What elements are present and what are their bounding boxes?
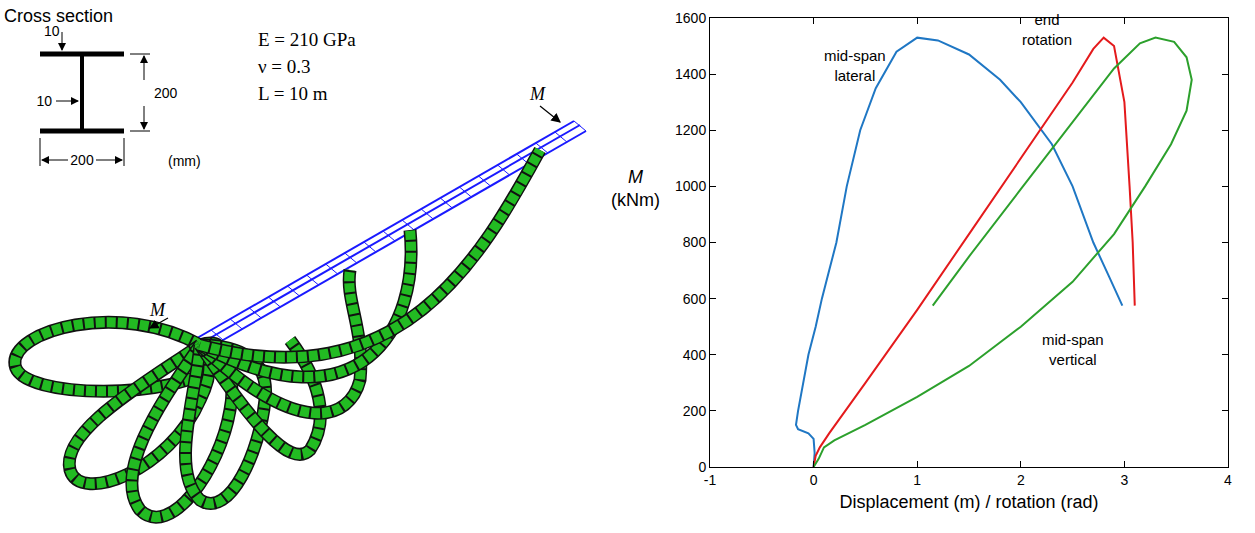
svg-text:1000: 1000 [675, 178, 706, 194]
svg-text:600: 600 [683, 291, 707, 307]
svg-text:M: M [529, 84, 546, 104]
svg-text:2: 2 [1017, 472, 1025, 488]
svg-text:mid-spanvertical: mid-spanvertical [1042, 331, 1104, 368]
svg-text:10: 10 [36, 93, 52, 109]
svg-text:Displacement (m) / rotation (r: Displacement (m) / rotation (rad) [839, 492, 1098, 512]
svg-text:400: 400 [683, 347, 707, 363]
svg-text:0: 0 [698, 459, 706, 475]
svg-text:3: 3 [1121, 472, 1129, 488]
svg-text:0: 0 [810, 472, 818, 488]
svg-text:L = 10 m: L = 10 m [258, 83, 328, 104]
svg-text:E = 210 GPa: E = 210 GPa [258, 29, 356, 50]
svg-text:1: 1 [913, 472, 921, 488]
svg-text:800: 800 [683, 234, 707, 250]
svg-text:Cross section: Cross section [4, 6, 113, 26]
svg-text:(mm): (mm) [168, 153, 201, 169]
svg-text:1600: 1600 [675, 10, 706, 26]
svg-text:200: 200 [154, 85, 178, 101]
svg-text:mid-spanlateral: mid-spanlateral [824, 47, 886, 84]
svg-text:ν = 0.3: ν = 0.3 [258, 56, 311, 77]
svg-text:10: 10 [44, 23, 60, 39]
svg-text:1200: 1200 [675, 122, 706, 138]
svg-text:endrotation: endrotation [1022, 11, 1072, 48]
svg-text:200: 200 [70, 152, 94, 168]
svg-text:1400: 1400 [675, 66, 706, 82]
svg-text:4: 4 [1224, 472, 1232, 488]
svg-text:200: 200 [683, 403, 707, 419]
svg-text:M: M [149, 300, 166, 320]
svg-text:-1: -1 [704, 472, 717, 488]
svg-text:M(kNm): M(kNm) [611, 167, 660, 210]
